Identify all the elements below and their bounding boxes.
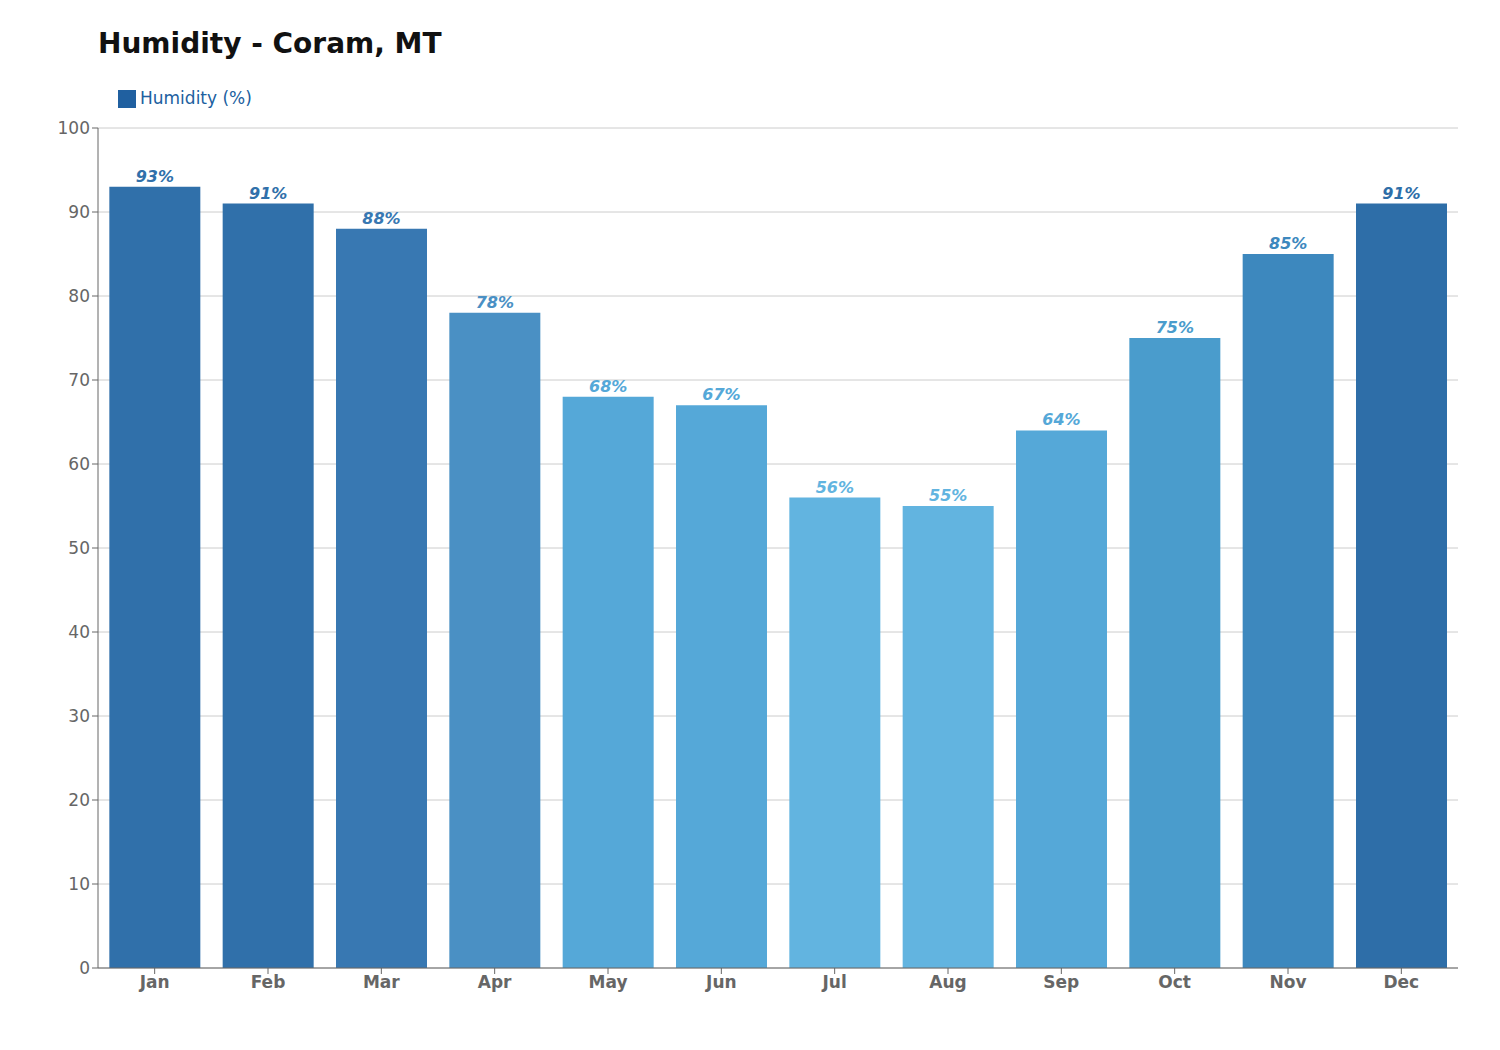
svg-text:40: 40: [68, 622, 90, 642]
svg-text:Aug: Aug: [929, 972, 966, 992]
svg-text:91%: 91%: [249, 184, 287, 203]
svg-text:100: 100: [58, 118, 90, 138]
svg-text:67%: 67%: [702, 385, 740, 404]
svg-text:Dec: Dec: [1383, 972, 1419, 992]
svg-text:55%: 55%: [929, 486, 967, 505]
svg-text:50: 50: [68, 538, 90, 558]
svg-text:Jan: Jan: [139, 972, 170, 992]
svg-text:Mar: Mar: [363, 972, 400, 992]
svg-text:78%: 78%: [476, 293, 514, 312]
svg-text:Sep: Sep: [1043, 972, 1079, 992]
svg-text:Apr: Apr: [478, 972, 512, 992]
svg-text:Jul: Jul: [822, 972, 847, 992]
svg-text:60: 60: [68, 454, 90, 474]
svg-text:Oct: Oct: [1158, 972, 1191, 992]
svg-text:68%: 68%: [589, 377, 627, 396]
svg-text:30: 30: [68, 706, 90, 726]
svg-text:75%: 75%: [1156, 318, 1194, 337]
svg-text:0: 0: [79, 958, 90, 978]
html-text:Humidity (%): Humidity (%): [140, 88, 252, 108]
svg-text:Feb: Feb: [251, 972, 286, 992]
svg-text:10: 10: [68, 874, 90, 894]
svg-text:May: May: [589, 972, 628, 992]
svg-text:80: 80: [68, 286, 90, 306]
html-text:Humidity - Coram, MT: Humidity - Coram, MT: [98, 26, 442, 60]
svg-text:88%: 88%: [362, 209, 400, 228]
svg-text:64%: 64%: [1042, 410, 1080, 429]
svg-text:91%: 91%: [1382, 184, 1420, 203]
svg-text:Nov: Nov: [1270, 972, 1307, 992]
svg-text:70: 70: [68, 370, 90, 390]
svg-text:20: 20: [68, 790, 90, 810]
svg-text:56%: 56%: [816, 478, 854, 497]
svg-text:Jun: Jun: [705, 972, 737, 992]
svg-text:93%: 93%: [136, 167, 174, 186]
svg-text:85%: 85%: [1269, 234, 1307, 253]
svg-text:90: 90: [68, 202, 90, 222]
